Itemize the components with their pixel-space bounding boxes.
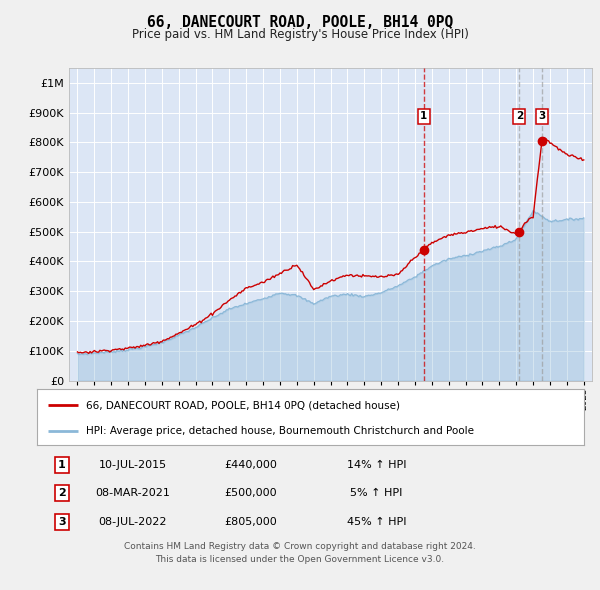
Text: 08-JUL-2022: 08-JUL-2022	[99, 517, 167, 527]
Text: £500,000: £500,000	[224, 489, 277, 498]
Text: 08-MAR-2021: 08-MAR-2021	[95, 489, 170, 498]
Text: £440,000: £440,000	[224, 460, 277, 470]
Text: Price paid vs. HM Land Registry's House Price Index (HPI): Price paid vs. HM Land Registry's House …	[131, 28, 469, 41]
Text: 2: 2	[58, 489, 65, 498]
Text: 1: 1	[58, 460, 65, 470]
Text: £805,000: £805,000	[224, 517, 277, 527]
Text: HPI: Average price, detached house, Bournemouth Christchurch and Poole: HPI: Average price, detached house, Bour…	[86, 427, 475, 437]
Text: This data is licensed under the Open Government Licence v3.0.: This data is licensed under the Open Gov…	[155, 555, 445, 563]
Text: 5% ↑ HPI: 5% ↑ HPI	[350, 489, 403, 498]
Text: 10-JUL-2015: 10-JUL-2015	[99, 460, 167, 470]
Text: 45% ↑ HPI: 45% ↑ HPI	[347, 517, 406, 527]
Text: 2: 2	[515, 112, 523, 122]
Text: 3: 3	[58, 517, 65, 527]
Text: 66, DANECOURT ROAD, POOLE, BH14 0PQ: 66, DANECOURT ROAD, POOLE, BH14 0PQ	[147, 15, 453, 30]
Text: 66, DANECOURT ROAD, POOLE, BH14 0PQ (detached house): 66, DANECOURT ROAD, POOLE, BH14 0PQ (det…	[86, 400, 400, 410]
Text: Contains HM Land Registry data © Crown copyright and database right 2024.: Contains HM Land Registry data © Crown c…	[124, 542, 476, 550]
Text: 1: 1	[420, 112, 427, 122]
Text: 14% ↑ HPI: 14% ↑ HPI	[347, 460, 406, 470]
Text: 3: 3	[538, 112, 545, 122]
